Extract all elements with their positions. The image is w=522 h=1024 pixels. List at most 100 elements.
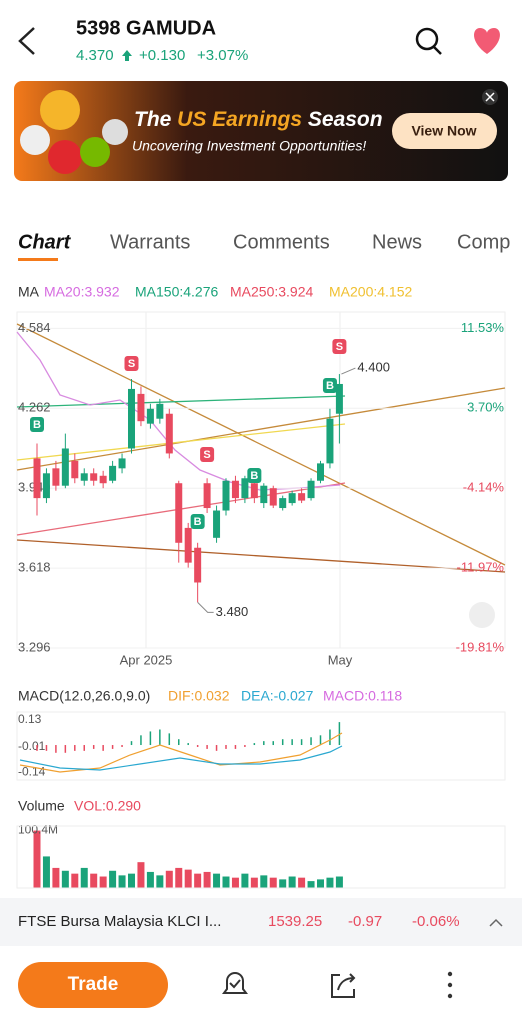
annotation: 3.480 [216,604,249,619]
candle-body [118,458,126,469]
tab[interactable]: Warrants [110,231,190,253]
candle-body [269,488,277,506]
back-button[interactable] [18,27,35,55]
tab[interactable]: Comp [457,231,510,253]
more-button[interactable] [447,971,453,999]
volume-bar [194,873,202,888]
trade-marker-label: B [33,419,41,431]
price: 4.370 [76,47,114,64]
pct-label: -11.97% [457,560,505,575]
svg-text:The US Earnings Season: The US Earnings Season [134,108,383,131]
trade-marker-label: B [194,516,202,528]
tab[interactable]: News [372,231,422,253]
volume-bar [90,873,98,888]
volume-bar [260,875,268,888]
ticker-pct: -0.06% [412,913,460,930]
macd-label: MACD(12.0,26.0,9.0) [18,688,150,704]
trade-marker-label: S [128,358,135,370]
up-arrow [122,50,132,61]
trade-label: Trade [68,974,119,995]
candle-body [128,388,135,449]
trade-marker-label: B [250,470,258,482]
annotation: 4.400 [357,359,390,374]
candle-body [241,478,249,499]
alert-button[interactable] [222,972,248,994]
candle-body [194,547,202,583]
macd-panel: MACD(12.0,26.0,9.0) DIF:0.032 DEA:-0.027 MA… [18,688,402,779]
x-tick-label: May [328,652,353,667]
volume-panel: Volume VOL:0.290 100.4M [18,798,343,888]
ma-label: MA20:3.932 [44,284,120,300]
expand[interactable] [469,602,495,628]
annotation-line [341,367,356,375]
expand-ticker[interactable] [489,918,503,927]
volume-bar [279,879,287,888]
pct-label: -4.14% [463,480,505,495]
banner-button[interactable]: View Now [411,123,476,139]
candle-body [156,403,164,419]
volume-bar [165,870,173,888]
volume-bar [298,877,306,888]
candle-body [165,413,173,454]
y-tick-label: 3.296 [18,639,51,654]
candle-body [80,473,88,481]
macd-lines [19,732,343,773]
volume-bar [52,867,60,888]
candle-body [90,473,98,481]
candle-body [146,408,154,424]
tabs: Chart Warrants Comments News Comp [18,231,510,253]
trade-button[interactable] [18,962,168,1008]
candle-body [184,527,192,563]
volume-bar [335,876,343,888]
volume-bar [288,876,296,888]
volume-bar [99,876,107,888]
search[interactable] [415,27,442,55]
y-tick-label: 100.4M [18,823,58,837]
y-tick-label: 4.262 [18,400,51,415]
candle-body [71,460,79,479]
volume-bar [128,873,135,888]
volume-title: Volume [18,798,65,814]
candle-body [42,473,50,499]
volume-bar [80,867,88,888]
macd-label: DIF:0.032 [168,688,230,704]
volume-value: VOL:0.290 [74,798,141,814]
tab[interactable]: Chart [18,231,72,253]
candle-body [33,458,41,499]
candle-body [288,493,296,504]
banner-season: Season [302,108,383,131]
y-tick-label: 0.13 [18,712,42,726]
volume-bar [146,871,154,888]
ma-label: MA150:4.276 [135,284,218,300]
trade-marker [30,417,44,432]
volume-bar [156,875,164,888]
annotation-line [197,601,214,613]
favorite[interactable] [474,28,500,54]
ma-label: MA250:3.924 [230,284,313,300]
trade-marker [247,468,262,483]
ticker-bar[interactable] [0,898,522,946]
candle-body [317,463,324,481]
volume-bar [213,873,221,888]
y-tick-label: 3.618 [18,560,51,575]
y-tick-label: -0.01 [18,739,46,753]
ticker-name: FTSE Bursa Malaysia KLCI I... [18,913,221,930]
volume-bar [250,877,258,888]
volume-bar [71,873,79,888]
volume-bar [231,877,239,888]
ma-label: MA200:4.152 [329,284,412,300]
tab-indicator [18,258,58,261]
candle-body [231,480,239,499]
volume-frame [16,825,506,889]
banner[interactable]: The US Earnings Season Uncovering Invest… [14,81,508,181]
change-pct: +3.07% [197,47,248,64]
ma-legend: MA MA20:3.932 MA150:4.276 MA250:3.924 MA200:… [18,284,412,300]
tab[interactable]: Comments [233,231,330,253]
volume-bar [33,830,41,888]
share-button[interactable] [331,973,356,998]
ticker-change: -0.97 [348,913,382,930]
candle-chart: 4.58411.53%4.2623.70%3.940-4.14%3.618-11… [17,320,505,667]
volume-bar [42,856,50,888]
candle-body [250,483,258,499]
